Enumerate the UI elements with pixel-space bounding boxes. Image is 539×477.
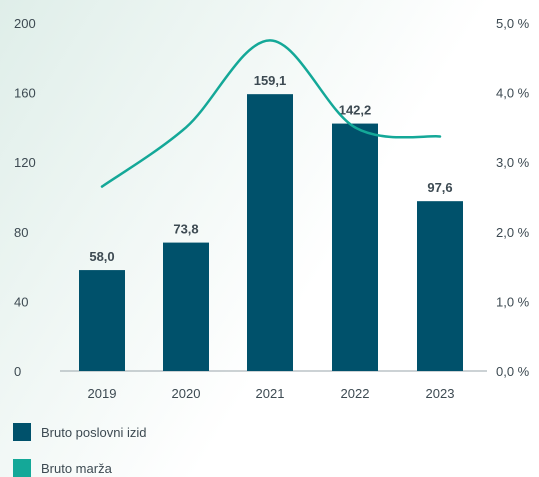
x-tick-label-2022: 2022	[341, 386, 370, 401]
bar-2019	[79, 270, 125, 371]
x-tick-label-2020: 2020	[172, 386, 201, 401]
bar-series	[79, 94, 463, 372]
legend-label-bruto-poslovni-izid: Bruto poslovni izid	[41, 425, 147, 440]
bar-2020	[163, 242, 209, 371]
right-tick-label: 4,0 %	[496, 86, 530, 101]
left-tick-label: 0	[14, 364, 21, 379]
right-tick-label: 5,0 %	[496, 16, 530, 31]
left-tick-label: 80	[14, 225, 28, 240]
bar-label-2021: 159,1	[254, 73, 287, 88]
right-tick-label: 0,0 %	[496, 364, 530, 379]
margin-line-series	[100, 39, 442, 188]
bar-2021	[247, 94, 293, 371]
legend-label-bruto-marza: Bruto marža	[41, 461, 113, 476]
left-tick-label: 120	[14, 155, 36, 170]
bar-label-2020: 73,8	[173, 222, 198, 237]
left-tick-label: 200	[14, 16, 36, 31]
right-tick-label: 2,0 %	[496, 225, 530, 240]
x-tick-label-2019: 2019	[88, 386, 117, 401]
bar-label-2019: 58,0	[89, 249, 114, 264]
left-tick-label: 160	[14, 86, 36, 101]
bar-2023	[417, 201, 463, 371]
x-tick-label-2023: 2023	[426, 386, 455, 401]
bar-label-2023: 97,6	[427, 180, 452, 195]
left-tick-label: 40	[14, 294, 28, 309]
legend-swatch-bruto-marza	[13, 459, 31, 477]
right-axis: 0,0 % 1,0 % 2,0 % 3,0 % 4,0 % 5,0 %	[496, 16, 530, 379]
legend-swatch-bruto-poslovni-izid	[13, 423, 31, 441]
right-tick-label: 3,0 %	[496, 155, 530, 170]
bar-label-2022: 142,2	[339, 103, 372, 118]
bar-data-labels: 58,0 73,8 159,1 142,2 97,6	[89, 73, 452, 264]
left-axis: 0 40 80 120 160 200	[14, 16, 36, 379]
bar-2022	[332, 123, 378, 372]
x-axis: 2019 2020 2021 2022 2023	[88, 386, 455, 401]
x-tick-label-2021: 2021	[256, 386, 285, 401]
right-tick-label: 1,0 %	[496, 294, 530, 309]
legend: Bruto poslovni izid Bruto marža	[13, 423, 147, 477]
